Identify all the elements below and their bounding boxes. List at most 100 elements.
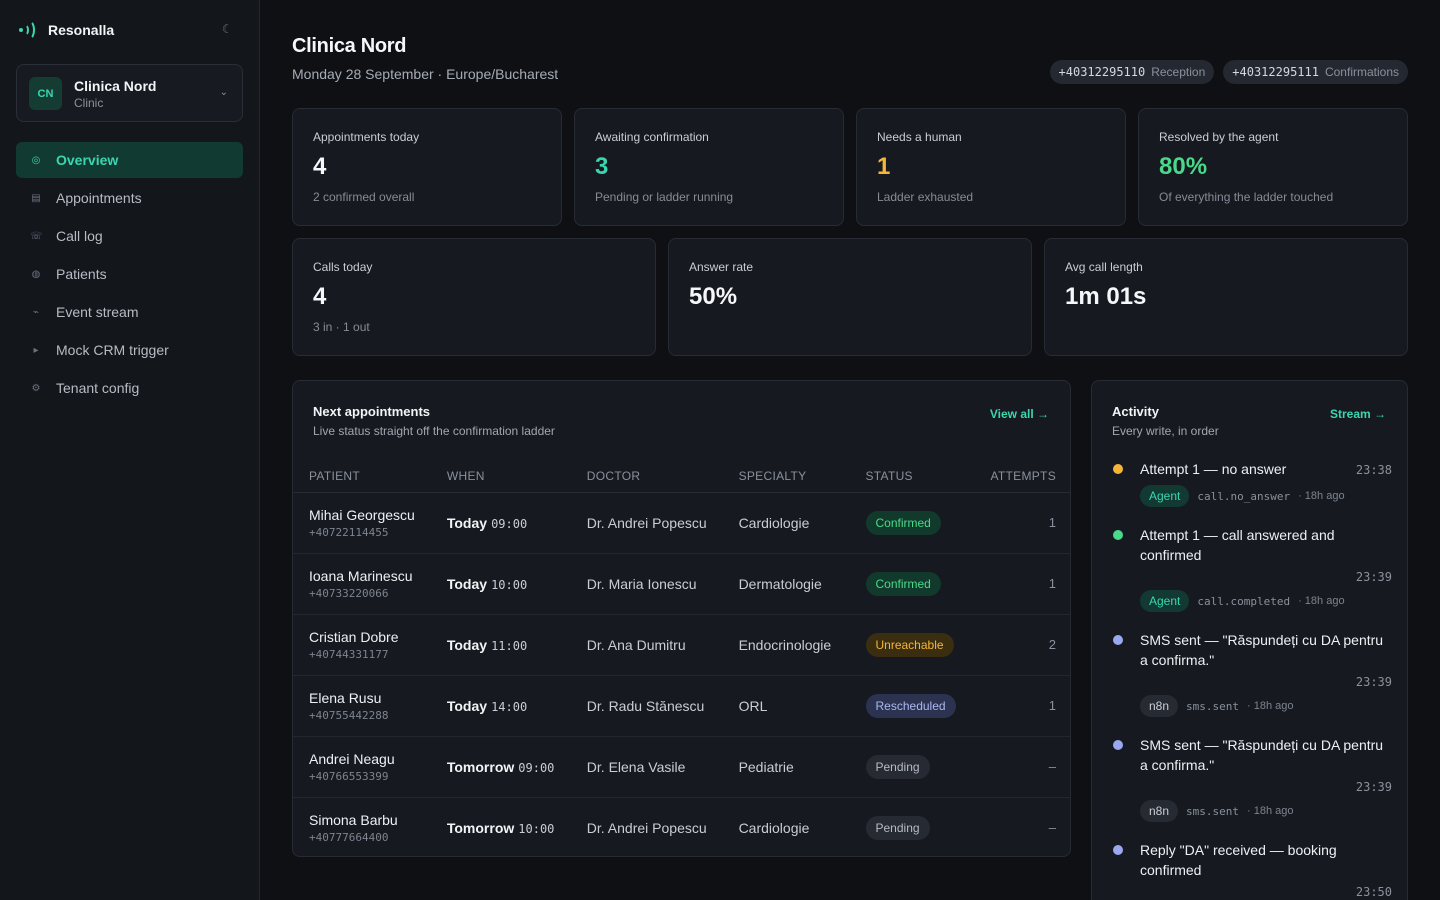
patients-icon: ◍ [31,268,41,280]
stat-card-answer-rate: Answer rate 50% [668,238,1032,356]
stat-hint: 3 in · 1 out [313,320,370,334]
tenant-type: Clinic [74,96,104,110]
event-code: sms.sent [1186,699,1240,713]
status-cell: Confirmed [849,553,975,615]
status-cell: Pending [849,797,975,856]
activity-event[interactable]: SMS sent — "Răspundeți cu DA pentru a co… [1112,735,1392,822]
event-code: call.no_answer [1197,489,1291,503]
stat-label: Appointments today [313,130,420,144]
patient-cell: Ioana Marinescu +40733220066 [293,553,431,615]
event-meta: n8n sms.sent · 18h ago [1140,695,1392,717]
panel-title: Activity [1112,404,1159,419]
phone-chip[interactable]: +40312295111 Confirmations [1223,60,1408,84]
status-dot-icon [1113,845,1123,855]
event-code: sms.sent [1186,804,1240,818]
table-row[interactable]: Elena Rusu +40755442288 Today 14:00 Dr. Radu… [293,675,1070,737]
appointments-icon: ▤ [31,192,41,204]
column-header-attempts: Attempts [974,461,1070,493]
sidebar-item-label: Tenant config [56,380,140,396]
view-all-link[interactable]: View all → [989,407,1049,421]
stat-value: 4 [313,153,327,180]
activity-event[interactable]: Attempt 1 — no answer 23:38 Agent call.no_a… [1112,459,1392,507]
event-source-badge: n8n [1140,695,1179,717]
event-time: 23:50 [1355,885,1392,899]
attempts-cell: 1 [974,675,1070,737]
tenant-switcher[interactable]: CN Clinica Nord Clinic ⌄ [16,64,243,122]
patient-phone: +40777664400 [309,830,389,844]
when-day: Tomorrow [446,758,515,775]
event-time: 23:39 [1355,570,1392,584]
phone-chip[interactable]: +40312295110 Reception [1049,60,1215,84]
stream-link[interactable]: Stream → [1329,407,1386,421]
table-row[interactable]: Simona Barbu +40777664400 Tomorrow 10:00 Dr.… [293,797,1070,856]
sidebar: Resonalla ☾ CN Clinica Nord Clinic ⌄ ◎ Ov… [0,0,260,900]
event-meta: Agent call.no_answer · 18h ago [1140,485,1392,507]
status-dot-icon [1113,740,1123,750]
sidebar-nav: ◎ Overview ▤ Appointments ☏ Call log ◍ Patients… [16,142,243,408]
tenant-name: Clinica Nord [74,78,157,94]
sidebar-item-overview[interactable]: ◎ Overview [16,142,243,178]
play-icon: ▸ [33,344,39,356]
sidebar-item-event-stream[interactable]: ⌁ Event stream [16,294,243,330]
specialty-cell: ORL [722,675,850,737]
chevron-down-icon: ⌄ [219,87,228,98]
brand[interactable]: Resonalla [18,19,114,41]
activity-event[interactable]: Reply "DA" received — booking confirmed 2… [1112,840,1392,899]
doctor-cell: Dr. Elena Vasile [570,736,723,798]
brand-name: Resonalla [48,22,115,38]
sidebar-item-tenant-config[interactable]: ⚙ Tenant config [16,370,243,406]
table-row[interactable]: Ioana Marinescu +40733220066 Today 10:00 Dr.… [293,553,1070,615]
table-row[interactable]: Andrei Neagu +40766553399 Tomorrow 09:00 Dr.… [293,736,1070,798]
status-badge: Pending [865,754,930,779]
stat-card-avg-call-length: Avg call length 1m 01s [1044,238,1408,356]
event-source-badge: n8n [1140,800,1179,822]
sidebar-item-label: Appointments [56,190,142,206]
sidebar-item-label: Event stream [56,304,139,320]
sidebar-item-label: Mock CRM trigger [56,342,169,358]
event-meta: Agent call.completed · 18h ago [1140,590,1392,612]
table-row[interactable]: Mihai Georgescu +40722114455 Today 09:00 Dr.… [293,492,1070,554]
patient-name: Andrei Neagu [309,750,395,767]
activity-event[interactable]: Attempt 1 — call answered and confirmed 2… [1112,525,1392,612]
status-badge: Pending [865,815,930,840]
attempts-cell: 1 [974,553,1070,615]
panel-subtitle: Live status straight off the confirmatio… [313,424,555,438]
sidebar-item-mock-crm-trigger[interactable]: ▸ Mock CRM trigger [16,332,243,368]
phone-label: Reception [1151,65,1206,79]
table-row[interactable]: Cristian Dobre +40744331177 Today 11:00 Dr. … [293,614,1070,676]
activity-event[interactable]: SMS sent — "Răspundeți cu DA pentru a co… [1112,630,1392,717]
sidebar-item-appointments[interactable]: ▤ Appointments [16,180,243,216]
resonalla-logo-icon [18,19,40,41]
stat-card-resolved-by-agent: Resolved by the agent 80% Of everything … [1138,108,1408,226]
activity-panel: Activity Every write, in order Stream → … [1091,380,1408,900]
patient-cell: Mihai Georgescu +40722114455 [293,492,431,554]
doctor-cell: Dr. Radu Stănescu [570,675,723,737]
event-ago: · 18h ago [1298,490,1345,502]
sidebar-item-label: Overview [56,152,119,168]
phone-label: Confirmations [1324,65,1399,79]
stat-label: Awaiting confirmation [595,130,709,144]
when-time: 09:00 [491,516,528,531]
sidebar-item-patients[interactable]: ◍ Patients [16,256,243,292]
when-day: Today [446,636,488,653]
appointments-table: Patient When Doctor Specialty Status Attempts… [293,461,1070,856]
column-header-specialty: Specialty [722,461,850,493]
when-cell: Today 10:00 [430,553,571,615]
theme-toggle-icon[interactable]: ☾ [222,22,233,36]
event-time: 23:39 [1355,780,1392,794]
stat-value: 1 [877,153,891,180]
specialty-cell: Cardiologie [722,492,850,554]
activity-feed: Attempt 1 — no answer 23:38 Agent call.no_a… [1112,459,1392,900]
event-source-badge: Agent [1140,590,1190,612]
when-cell: Today 09:00 [430,492,571,554]
stat-value: 1m 01s [1065,283,1147,310]
when-time: 14:00 [491,699,528,714]
stat-value: 3 [595,153,609,180]
patient-name: Simona Barbu [309,811,398,828]
stat-value: 4 [313,283,327,310]
when-day: Today [446,514,488,531]
specialty-cell: Dermatologie [722,553,850,615]
event-ago: · 18h ago [1298,595,1345,607]
event-meta: n8n sms.sent · 18h ago [1140,800,1392,822]
sidebar-item-call-log[interactable]: ☏ Call log [16,218,243,254]
